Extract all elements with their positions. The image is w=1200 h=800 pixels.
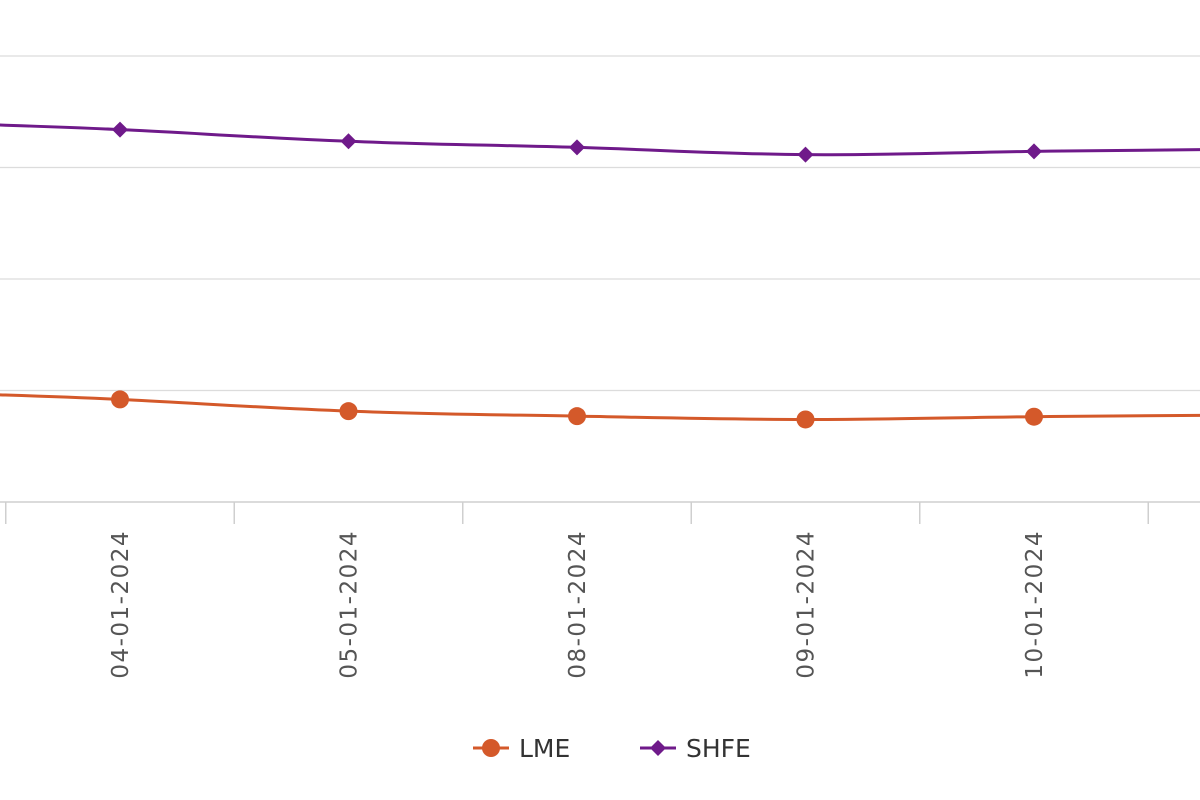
series-line-shfe	[0, 123, 1200, 157]
data-point-lme[interactable]	[111, 390, 129, 409]
x-tick-labels: 04-01-2024 05-01-2024 08-01-2024 09-01-2024…	[108, 530, 1048, 679]
legend-marker[interactable]	[650, 740, 666, 756]
data-point-shfe[interactable]	[340, 133, 357, 150]
series-lme	[0, 390, 1200, 429]
x-tick-label: 09-01-2024	[794, 530, 820, 679]
data-point-lme[interactable]	[339, 402, 358, 421]
series-layer	[0, 121, 1200, 429]
legend-item-lme[interactable]: LME	[473, 734, 570, 763]
x-tick-label: 08-01-2024	[565, 530, 591, 679]
legend: LME SHFE	[473, 734, 751, 763]
data-point-shfe[interactable]	[797, 146, 814, 163]
data-point-shfe[interactable]	[112, 121, 128, 138]
y-gridlines	[0, 55, 1200, 392]
data-point-shfe[interactable]	[569, 139, 585, 156]
data-point-lme[interactable]	[568, 407, 586, 426]
series-shfe	[0, 121, 1200, 163]
legend-label: SHFE	[686, 734, 751, 763]
series-line-lme	[0, 393, 1200, 421]
data-point-lme[interactable]	[796, 410, 815, 429]
x-axis	[0, 501, 1200, 524]
data-point-lme[interactable]	[1025, 407, 1043, 426]
legend-item-shfe[interactable]: SHFE	[640, 734, 751, 763]
legend-marker[interactable]	[482, 739, 500, 757]
x-tick-label: 10-01-2024	[1022, 530, 1048, 679]
data-point-shfe[interactable]	[1026, 143, 1042, 160]
x-tick-label: 05-01-2024	[337, 530, 363, 679]
legend-label: LME	[519, 734, 570, 763]
x-tick-label: 04-01-2024	[108, 530, 134, 679]
